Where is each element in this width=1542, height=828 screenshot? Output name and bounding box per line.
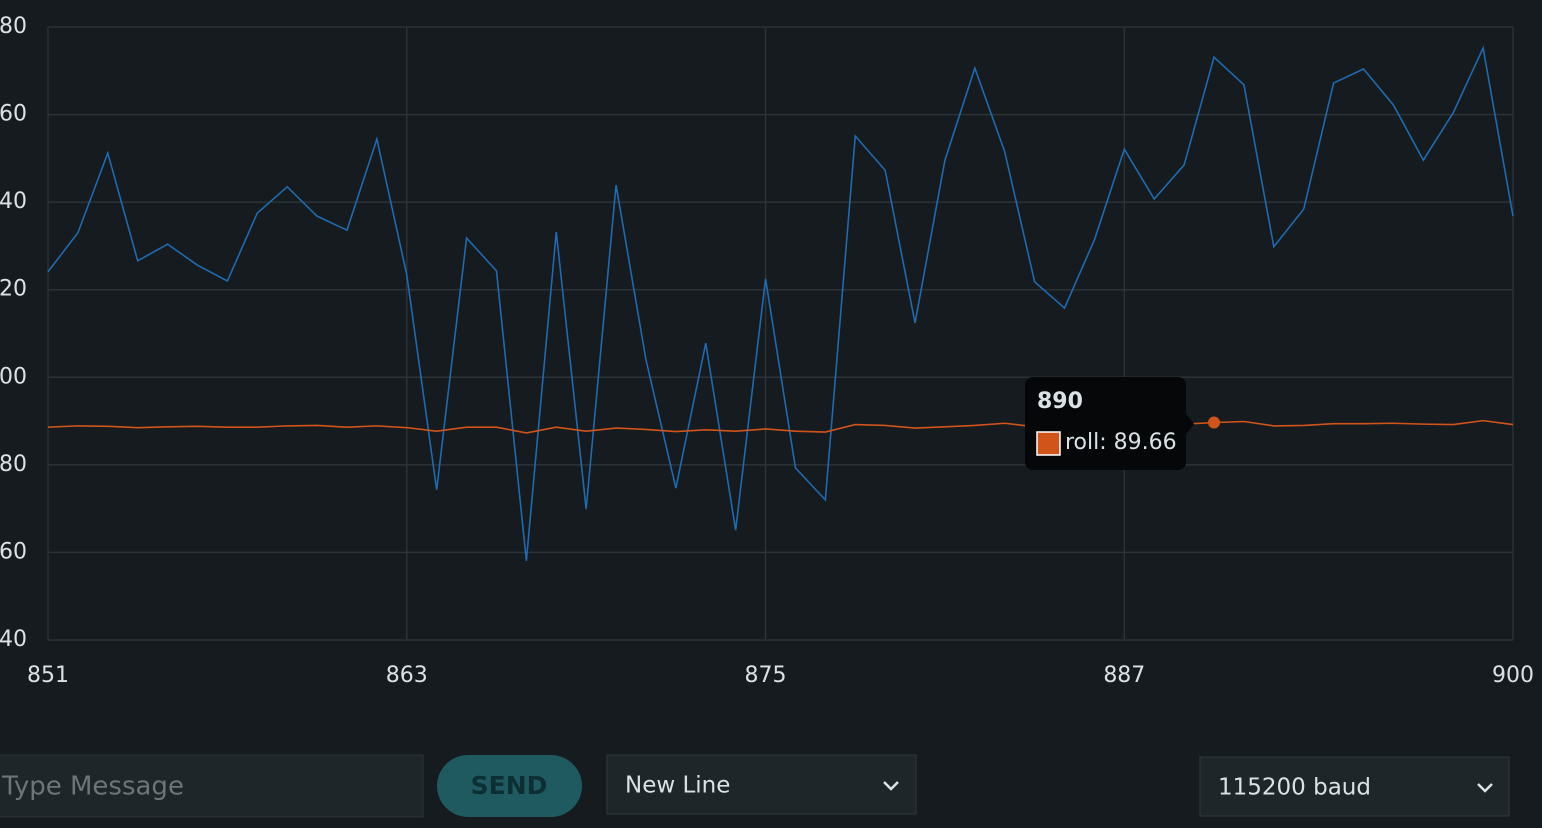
message-input[interactable] bbox=[0, 754, 424, 818]
y-tick-label: 120 bbox=[0, 277, 27, 302]
hover-point bbox=[1208, 416, 1221, 429]
message-placeholder: Type Message bbox=[1, 772, 184, 802]
tooltip-text: roll: 89.66 bbox=[1065, 430, 1177, 455]
y-tick-label: 180 bbox=[0, 14, 27, 39]
data-line bbox=[47, 419, 1514, 434]
data-line bbox=[47, 45, 1514, 561]
send-button[interactable] bbox=[437, 755, 582, 817]
x-tick-label: 851 bbox=[27, 663, 69, 688]
x-tick-label: 875 bbox=[745, 663, 787, 688]
line-ending-label: New Line bbox=[625, 773, 730, 799]
y-tick-label: 80 bbox=[0, 452, 27, 477]
send-label: SEND bbox=[471, 771, 548, 800]
controls: Type Message SEND New Line 115200 baud bbox=[0, 754, 1510, 818]
tooltip-swatch bbox=[1036, 431, 1061, 456]
tooltip-pointer bbox=[1186, 414, 1194, 434]
line-ending-select[interactable] bbox=[606, 754, 917, 815]
tooltip: 890 roll: 89.66 bbox=[1025, 377, 1194, 470]
y-tick-label: 140 bbox=[0, 189, 27, 214]
y-tick-label: 60 bbox=[0, 539, 27, 564]
chevron bbox=[883, 781, 899, 791]
chevron bbox=[1477, 783, 1493, 793]
y-tick-label: 100 bbox=[0, 364, 27, 389]
y-tick-label: 40 bbox=[0, 627, 27, 652]
baud-select[interactable] bbox=[1199, 756, 1510, 817]
tooltip-title: 890 bbox=[1037, 389, 1083, 414]
y-tick-label: 160 bbox=[0, 102, 27, 127]
baud-label: 115200 baud bbox=[1218, 775, 1371, 801]
x-tick-label: 863 bbox=[386, 663, 428, 688]
tooltip-box bbox=[1025, 377, 1186, 470]
x-tick-label: 900 bbox=[1492, 663, 1534, 688]
x-tick-label: 887 bbox=[1103, 663, 1145, 688]
plot: 40 60 80 100 120 140 160 180 851 863 875 887 900 bbox=[0, 14, 1534, 688]
